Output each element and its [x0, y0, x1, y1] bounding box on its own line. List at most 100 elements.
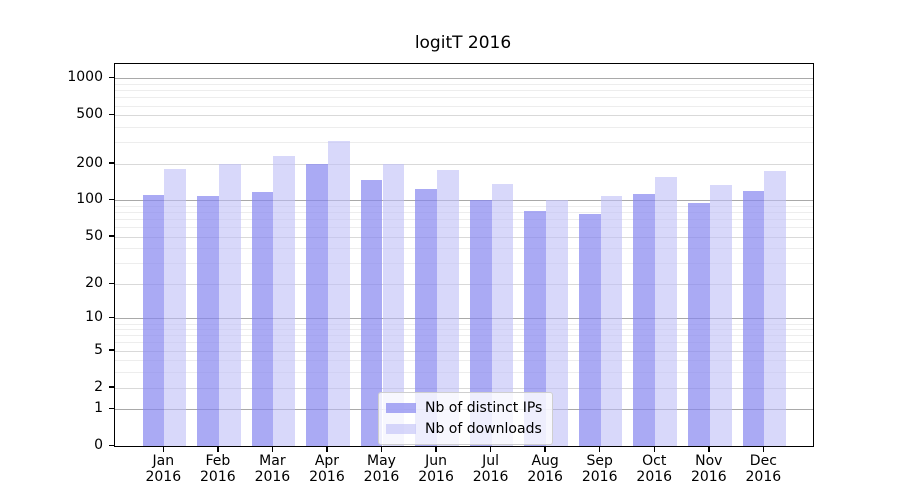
- y-tick-label-500: 500: [76, 106, 103, 123]
- y-tick-label-2: 2: [94, 378, 103, 395]
- gridline-y-9: [115, 323, 813, 325]
- bar-ips-nov: [688, 202, 710, 446]
- bar-downloads-dec: [764, 171, 787, 446]
- x-tick-feb: [217, 446, 219, 452]
- x-tick-label-jun: Jun 2016: [418, 453, 454, 485]
- bar-ips-aug: [524, 210, 547, 446]
- y-tick-1000: [109, 76, 114, 79]
- y-tick-label-20: 20: [85, 275, 103, 292]
- bar-downloads-jan: [164, 168, 187, 446]
- y-tick-200: [109, 162, 114, 164]
- x-tick-oct: [653, 446, 655, 452]
- gridline-y-3: [115, 372, 813, 374]
- bar-downloads-jun: [437, 170, 459, 446]
- y-tick-label-1: 1: [94, 400, 103, 417]
- gridline-y-800: [115, 90, 813, 92]
- gridline-y-7: [115, 335, 813, 337]
- x-tick-sep: [598, 446, 601, 452]
- y-tick-1: [109, 407, 114, 410]
- x-tick-may: [380, 446, 383, 452]
- legend-swatch-downloads: [386, 423, 416, 435]
- y-tick-label-10: 10: [85, 309, 103, 326]
- legend-swatch-distinct-ips: [386, 402, 416, 414]
- y-tick-2: [109, 386, 114, 388]
- bar-ips-jun: [415, 189, 438, 446]
- legend-label-distinct-ips: Nb of distinct IPs: [425, 400, 543, 416]
- y-tick-5: [109, 349, 114, 351]
- bar-ips-feb: [197, 196, 219, 446]
- x-tick-mar: [271, 446, 274, 452]
- y-tick-500: [109, 113, 114, 116]
- bar-downloads-apr: [327, 140, 350, 446]
- y-tick-20: [109, 282, 114, 285]
- x-tick-jun: [435, 446, 437, 452]
- x-tick-label-may: May 2016: [363, 453, 400, 485]
- bar-ips-jul: [469, 200, 492, 446]
- gridline-y-200: [115, 163, 813, 165]
- bar-downloads-mar: [273, 155, 296, 446]
- x-tick-label-apr: Apr 2016: [309, 453, 345, 485]
- y-tick-0: [109, 444, 114, 446]
- x-tick-apr: [326, 446, 328, 452]
- gridline-y-1000: [115, 78, 813, 80]
- bar-ips-sep: [578, 213, 601, 446]
- bar-ips-jan: [142, 194, 165, 446]
- gridline-y-100: [115, 200, 813, 202]
- gridline-y-2: [115, 387, 813, 389]
- x-tick-label-dec: Dec 2016: [745, 453, 782, 485]
- gridline-y-900: [115, 84, 813, 86]
- bar-downloads-aug: [546, 200, 568, 446]
- y-tick-label-1000: 1000: [67, 69, 103, 86]
- y-tick-10: [109, 316, 114, 319]
- gridline-y-60: [115, 227, 813, 229]
- bar-downloads-nov: [709, 184, 732, 446]
- bar-ips-dec: [742, 190, 765, 446]
- x-tick-nov: [708, 446, 710, 452]
- bar-downloads-jul: [491, 183, 514, 446]
- gridline-y-400: [115, 127, 813, 129]
- bar-ips-oct: [633, 194, 656, 446]
- gridline-y-6: [115, 342, 813, 344]
- x-tick-label-jul: Jul 2016: [472, 453, 509, 485]
- gridline-y-80: [115, 212, 813, 214]
- x-tick-label-sep: Sep 2016: [581, 453, 618, 485]
- bar-ips-apr: [306, 163, 328, 446]
- x-tick-label-mar: Mar 2016: [254, 453, 291, 485]
- gridline-y-10: [115, 318, 813, 320]
- bar-downloads-oct: [655, 177, 678, 446]
- gridline-y-50: [115, 236, 813, 238]
- x-tick-jul: [489, 446, 492, 452]
- y-tick-label-5: 5: [94, 341, 103, 358]
- plot-area: [114, 63, 814, 447]
- chart-title: logitT 2016: [414, 33, 512, 53]
- gridline-y-8: [115, 329, 813, 331]
- y-tick-label-200: 200: [76, 154, 103, 171]
- x-tick-label-aug: Aug 2016: [527, 453, 563, 485]
- legend-entry-distinct-ips: Nb of distinct IPs: [386, 400, 542, 416]
- gridline-y-70: [115, 219, 813, 221]
- x-tick-label-jan: Jan 2016: [145, 453, 182, 485]
- bar-ips-mar: [251, 191, 274, 446]
- y-tick-label-50: 50: [85, 227, 103, 244]
- y-tick-100: [109, 198, 114, 201]
- gridline-y-40: [115, 248, 813, 250]
- bar-ips-may: [360, 179, 383, 446]
- x-tick-jan: [162, 446, 165, 452]
- y-tick-label-100: 100: [76, 191, 103, 208]
- gridline-y-20: [115, 284, 813, 286]
- legend-entry-downloads: Nb of downloads: [386, 421, 542, 437]
- gridline-y-90: [115, 206, 813, 208]
- x-tick-dec: [762, 446, 765, 452]
- bar-downloads-feb: [218, 164, 241, 446]
- x-tick-aug: [544, 446, 546, 452]
- legend-label-downloads: Nb of downloads: [425, 421, 542, 437]
- gridline-y-700: [115, 97, 813, 99]
- x-tick-label-nov: Nov 2016: [690, 453, 727, 485]
- bar-downloads-may: [382, 164, 405, 446]
- x-tick-label-oct: Oct 2016: [636, 453, 673, 485]
- bar-downloads-sep: [600, 196, 623, 446]
- gridline-y-30: [115, 263, 813, 265]
- gridline-y-600: [115, 105, 813, 107]
- gridline-y-300: [115, 142, 813, 144]
